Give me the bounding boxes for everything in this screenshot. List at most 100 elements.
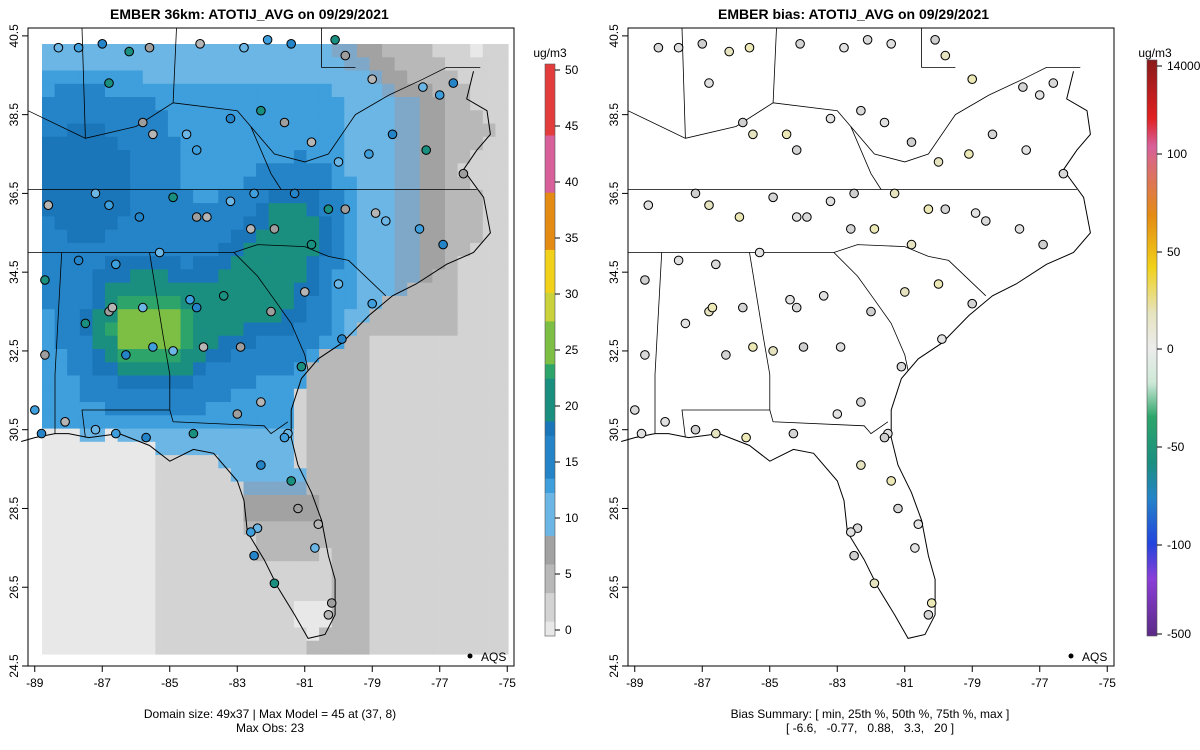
grid-cell bbox=[293, 468, 308, 483]
state-boundary bbox=[627, 67, 1081, 163]
aqs-bias-marker bbox=[630, 405, 640, 415]
grid-cell bbox=[306, 587, 320, 602]
grid-cell bbox=[193, 97, 207, 111]
grid-cell bbox=[167, 402, 182, 416]
grid-cell bbox=[369, 587, 383, 602]
grid-cell bbox=[457, 441, 471, 456]
grid-cell bbox=[180, 70, 194, 85]
grid-cell bbox=[268, 375, 282, 390]
state-boundary bbox=[833, 252, 909, 371]
grid-cell bbox=[369, 441, 383, 456]
grid-cell bbox=[495, 176, 509, 191]
grid-cell bbox=[268, 296, 282, 310]
grid-cell bbox=[117, 242, 131, 257]
grid-cell bbox=[344, 587, 358, 602]
grid-cell bbox=[42, 574, 56, 589]
grid-cell bbox=[130, 508, 144, 522]
grid-cell bbox=[117, 534, 131, 549]
grid-cell bbox=[193, 176, 207, 191]
grid-cell bbox=[319, 97, 333, 111]
grid-cell bbox=[54, 614, 68, 629]
grid-cell bbox=[218, 123, 232, 138]
grid-cell bbox=[495, 614, 509, 629]
grid-cell bbox=[382, 402, 396, 416]
grid-cell bbox=[92, 601, 106, 615]
grid-cell bbox=[306, 83, 320, 98]
grid-cell bbox=[142, 216, 156, 231]
grid-cell bbox=[319, 269, 333, 284]
grid-cell bbox=[105, 57, 119, 72]
aqs-bias-marker bbox=[856, 460, 866, 470]
grid-cell bbox=[142, 415, 156, 430]
grid-cell bbox=[407, 176, 421, 191]
grid-cell bbox=[130, 402, 144, 416]
grid-cell bbox=[130, 163, 144, 178]
aqs-obs-marker bbox=[246, 224, 256, 234]
grid-cell bbox=[319, 494, 333, 509]
grid-cell bbox=[268, 123, 282, 138]
grid-cell bbox=[457, 309, 471, 324]
aqs-bias-marker bbox=[906, 239, 917, 250]
grid-cell bbox=[482, 614, 496, 629]
grid-cell bbox=[42, 335, 56, 350]
grid-cell bbox=[482, 601, 496, 615]
grid-cell bbox=[407, 203, 421, 217]
grid-cell bbox=[180, 269, 194, 284]
state-boundary bbox=[769, 409, 889, 435]
grid-cell bbox=[205, 428, 219, 443]
grid-cell bbox=[130, 494, 144, 509]
grid-cell bbox=[432, 123, 446, 138]
grid-cell bbox=[293, 455, 308, 469]
grid-cell bbox=[180, 362, 194, 377]
grid-cell bbox=[117, 508, 131, 522]
grid-cell bbox=[92, 203, 106, 217]
grid-cell bbox=[331, 322, 345, 337]
grid-cell bbox=[142, 561, 156, 576]
aqs-bias-marker bbox=[879, 432, 890, 443]
grid-cell bbox=[432, 468, 446, 483]
grid-cell bbox=[92, 269, 106, 284]
grid-cell bbox=[180, 44, 194, 58]
aqs-obs-marker bbox=[191, 145, 202, 155]
grid-cell bbox=[382, 110, 396, 125]
grid-cell bbox=[356, 627, 371, 642]
left-y-axis: 24.526.528.530.532.534.536.538.540.5 bbox=[7, 24, 28, 678]
grid-cell bbox=[167, 44, 182, 58]
grid-cell bbox=[243, 428, 257, 443]
grid-cell bbox=[394, 441, 408, 456]
grid-cell bbox=[218, 97, 232, 111]
grid-cell bbox=[193, 322, 207, 337]
grid-cell bbox=[293, 203, 308, 217]
grid-cell bbox=[205, 83, 219, 98]
grid-cell bbox=[281, 57, 295, 72]
grid-cell bbox=[155, 269, 169, 284]
grid-cell bbox=[382, 203, 396, 217]
grid-cell bbox=[356, 163, 371, 178]
grid-cell bbox=[155, 587, 169, 602]
grid-cell bbox=[394, 189, 408, 204]
grid-cell bbox=[369, 547, 383, 562]
grid-cell bbox=[230, 282, 245, 297]
grid-cell bbox=[42, 388, 56, 403]
grid-cell bbox=[356, 242, 371, 257]
grid-cell bbox=[470, 388, 484, 403]
grid-cell bbox=[142, 97, 156, 111]
grid-cell bbox=[344, 561, 358, 576]
grid-cell bbox=[281, 150, 295, 164]
grid-cell bbox=[470, 415, 484, 430]
grid-cell bbox=[419, 335, 433, 350]
colorbar-swatch bbox=[545, 192, 555, 208]
grid-cell bbox=[356, 176, 371, 191]
grid-cell bbox=[167, 309, 182, 324]
grid-cell bbox=[243, 123, 257, 138]
grid-cell bbox=[407, 70, 421, 85]
grid-cell bbox=[180, 441, 194, 456]
grid-cell bbox=[130, 57, 144, 72]
grid-cell bbox=[167, 269, 182, 284]
colorbar-swatch bbox=[545, 78, 555, 94]
grid-cell bbox=[180, 627, 194, 642]
grid-cell bbox=[105, 335, 119, 350]
grid-cell bbox=[167, 561, 182, 576]
grid-cell bbox=[495, 441, 509, 456]
grid-cell bbox=[205, 309, 219, 324]
